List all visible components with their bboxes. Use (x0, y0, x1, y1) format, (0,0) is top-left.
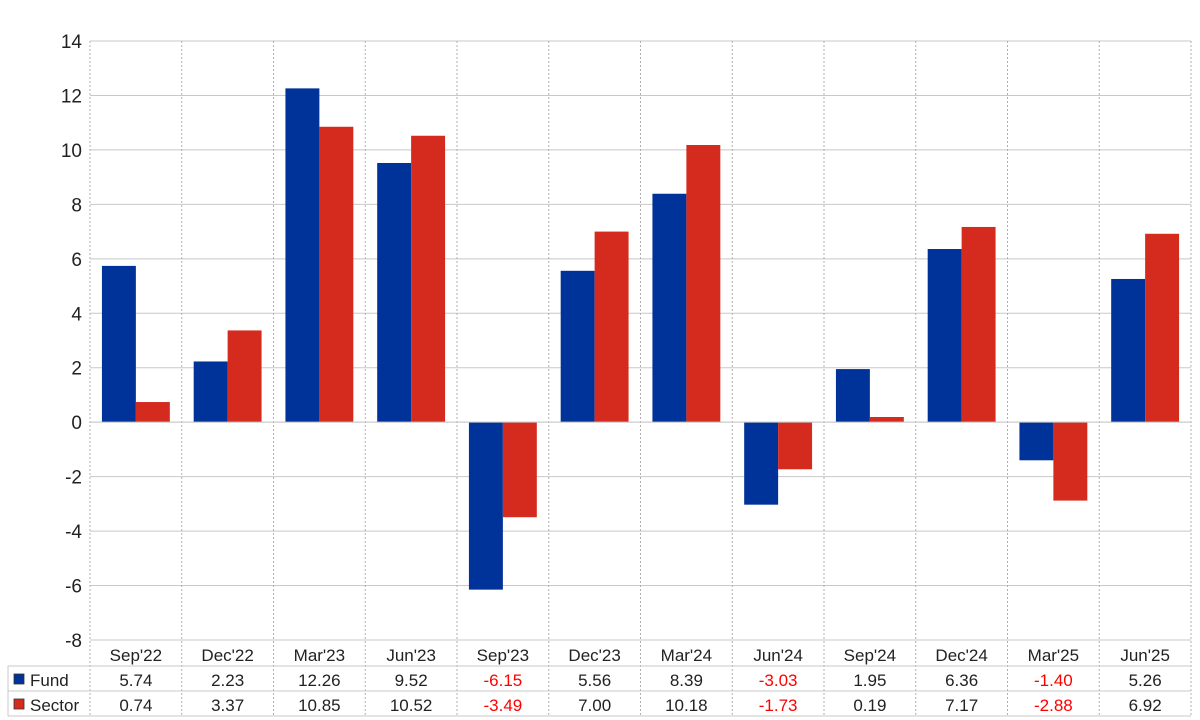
data-label-fund: 5.74 (119, 671, 152, 690)
bar-sector (411, 135, 446, 423)
x-tick-label: Mar'24 (661, 646, 712, 665)
data-label-sector: 10.52 (390, 696, 433, 715)
bar-sector (869, 417, 904, 423)
y-tick-label: 8 (71, 195, 82, 216)
data-label-sector: 7.00 (578, 696, 611, 715)
x-tick-label: Jun'25 (1120, 646, 1170, 665)
data-label-sector: 0.74 (119, 696, 152, 715)
bar-fund (468, 422, 503, 590)
y-tick-label: 12 (61, 86, 82, 107)
x-tick-label: Dec'23 (568, 646, 620, 665)
data-label-sector: 10.85 (298, 696, 341, 715)
legend-label-fund: Fund (30, 671, 69, 690)
legend-swatch-sector (13, 698, 25, 710)
data-label-sector: -1.73 (759, 696, 798, 715)
x-tick-label: Jun'24 (753, 646, 803, 665)
bar-sector (1145, 233, 1180, 423)
y-tick-label: 4 (71, 304, 82, 325)
bar-fund (927, 249, 962, 423)
legend-swatch-fund (13, 673, 25, 685)
x-tick-label: Sep'24 (844, 646, 896, 665)
bar-sector (594, 231, 629, 423)
bar-fund (835, 369, 870, 423)
x-tick-label: Jun'23 (386, 646, 436, 665)
data-label-fund: 8.39 (670, 671, 703, 690)
x-tick-label: Mar'25 (1028, 646, 1079, 665)
y-axis: -8 -6 -4 -2 0 2 4 6 8 10 12 14 (61, 32, 83, 652)
x-tick-label: Dec'22 (201, 646, 253, 665)
y-tick-label: -2 (65, 468, 82, 489)
bar-sector (135, 402, 170, 423)
x-tick-label: Mar'23 (294, 646, 345, 665)
bar-fund (101, 265, 136, 423)
bar-sector (778, 422, 813, 470)
y-tick-label: 10 (61, 141, 82, 162)
bars (90, 88, 1191, 590)
y-tick-label: 0 (71, 413, 82, 434)
data-label-fund: -1.40 (1034, 671, 1073, 690)
data-label-fund: 9.52 (395, 671, 428, 690)
bar-sector (686, 145, 721, 423)
x-tick-label: Sep'23 (477, 646, 529, 665)
data-label-fund: -6.15 (484, 671, 523, 690)
bar-fund (193, 361, 228, 423)
bar-sector (319, 126, 354, 423)
data-label-sector: 0.19 (853, 696, 886, 715)
bar-fund (744, 422, 779, 505)
data-label-sector: 10.18 (665, 696, 708, 715)
data-label-sector: -2.88 (1034, 696, 1073, 715)
data-label-sector: 7.17 (945, 696, 978, 715)
bar-sector (1053, 422, 1088, 501)
data-label-fund: 5.26 (1129, 671, 1162, 690)
data-label-fund: 5.56 (578, 671, 611, 690)
data-label-fund: -3.03 (759, 671, 798, 690)
data-label-fund: 1.95 (853, 671, 886, 690)
bar-fund (1019, 422, 1054, 461)
x-tick-label: Sep'22 (110, 646, 162, 665)
data-label-fund: 6.36 (945, 671, 978, 690)
bar-sector (961, 226, 996, 423)
bar-fund (377, 162, 412, 423)
data-label-sector: -3.49 (484, 696, 523, 715)
bar-fund (285, 88, 320, 423)
data-label-sector: 6.92 (1129, 696, 1162, 715)
x-tick-label: Dec'24 (935, 646, 987, 665)
y-tick-label: 14 (61, 32, 83, 53)
y-tick-label: -6 (65, 577, 82, 598)
data-label-sector: 3.37 (211, 696, 244, 715)
bar-sector (502, 422, 537, 518)
bar-sector (227, 330, 262, 423)
y-tick-label: 2 (71, 359, 82, 380)
y-tick-label: -4 (65, 522, 82, 543)
bar-fund (652, 193, 687, 423)
grid (89, 40, 1192, 716)
bar-fund (560, 270, 595, 423)
data-table: Sep'22 Dec'22 Mar'23 Jun'23 Sep'23 Dec'23 Mar'… (7, 646, 1191, 717)
bar-fund (1111, 278, 1146, 423)
data-label-fund: 2.23 (211, 671, 244, 690)
data-label-fund: 12.26 (298, 671, 341, 690)
legend-label-sector: Sector (30, 696, 79, 715)
y-tick-label: -8 (65, 631, 82, 652)
y-tick-label: 6 (71, 250, 82, 271)
